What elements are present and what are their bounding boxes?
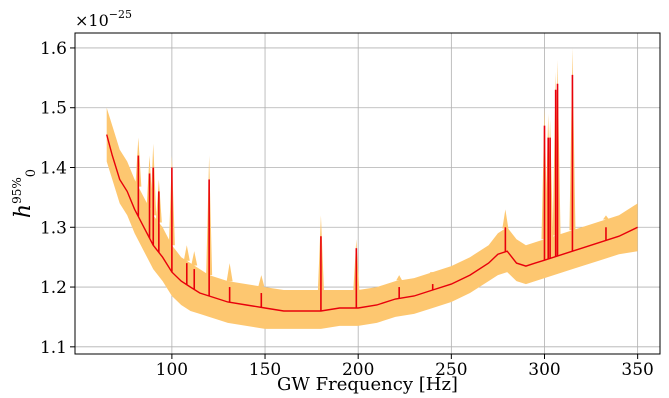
band-spike	[502, 209, 509, 229]
median-spikes	[137, 74, 607, 311]
x-tick-label: 200	[342, 360, 374, 380]
y-axis-label-subscript: 0	[24, 169, 39, 177]
y-tick-label: 1.4	[40, 158, 67, 178]
x-tick-label: 250	[435, 360, 467, 380]
median-line	[106, 134, 638, 312]
plot-frame	[74, 32, 661, 355]
band-spike	[191, 251, 198, 266]
y-axis-exponent-power: −25	[109, 8, 132, 21]
y-axis-exponent-base: ×10	[75, 11, 109, 30]
band-spike	[226, 263, 233, 282]
band-spike	[602, 215, 609, 220]
y-axis-exponent: ×10−25	[75, 8, 132, 30]
x-tick-label: 150	[249, 360, 281, 380]
band-spike	[396, 275, 403, 281]
band-spike	[429, 272, 436, 276]
y-tick-label: 1.1	[40, 338, 67, 358]
y-axis-ticks: 1.1 1.2 1.3 1.4 1.5 1.6	[40, 39, 75, 358]
band-spike	[183, 245, 190, 261]
y-tick-label: 1.3	[40, 218, 67, 238]
x-tick-label: 350	[621, 360, 653, 380]
y-axis-label-base: h	[11, 204, 36, 218]
y-tick-label: 1.6	[40, 39, 67, 59]
y-tick-label: 1.2	[40, 278, 67, 298]
y-axis-label-superscript: 95%	[10, 177, 24, 204]
x-tick-label: 300	[528, 360, 560, 380]
x-tick-label: 100	[156, 360, 188, 380]
x-axis-label: GW Frequency [Hz]	[277, 374, 458, 395]
x-axis-ticks: 100 150 200 250 300 350	[156, 354, 654, 380]
y-axis-label: h95%0	[10, 169, 39, 218]
band-spike	[258, 275, 265, 287]
y-tick-label: 1.5	[40, 99, 67, 119]
